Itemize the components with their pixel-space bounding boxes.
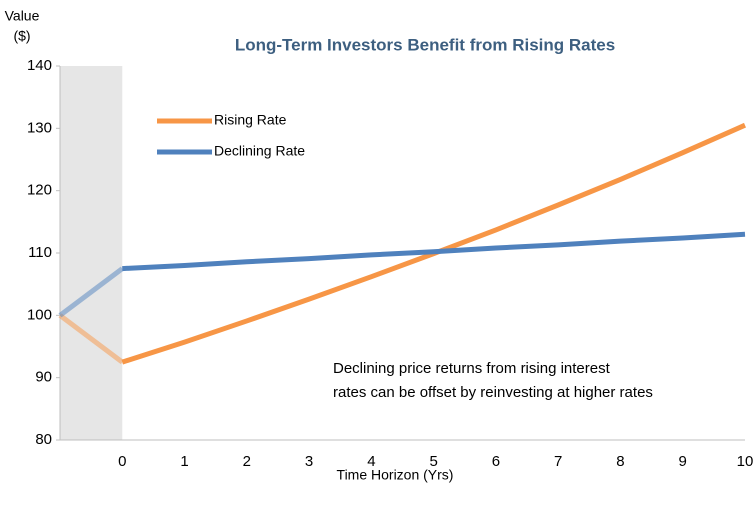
series-line bbox=[121, 122, 747, 365]
shaded-region bbox=[60, 66, 123, 440]
x-tick-label: 4 bbox=[367, 453, 375, 470]
x-axis-label: Time Horizon (Yrs) bbox=[337, 467, 454, 483]
y-tick-label: 130 bbox=[27, 119, 52, 136]
legend-label: Rising Rate bbox=[214, 112, 287, 128]
series-line bbox=[122, 231, 746, 272]
annotation: rates can be offset by reinvesting at hi… bbox=[333, 384, 653, 401]
y-axis-label: Value bbox=[5, 8, 40, 24]
x-tick-label: 2 bbox=[243, 453, 251, 470]
y-tick-label: 90 bbox=[35, 369, 52, 386]
x-tick-label: 8 bbox=[616, 453, 624, 470]
x-tick-label: 3 bbox=[305, 453, 313, 470]
y-tick-label: 100 bbox=[27, 306, 52, 323]
x-tick-label: 0 bbox=[118, 453, 126, 470]
chart-title: Long-Term Investors Benefit from Rising … bbox=[235, 35, 615, 54]
y-tick-label: 80 bbox=[35, 431, 52, 448]
legend-label: Declining Rate bbox=[214, 143, 305, 159]
x-tick-label: 10 bbox=[737, 453, 754, 470]
x-tick-label: 5 bbox=[429, 453, 437, 470]
y-tick-label: 120 bbox=[27, 182, 52, 199]
y-tick-label: 140 bbox=[27, 57, 52, 74]
y-axis-label: ($) bbox=[13, 28, 30, 44]
x-tick-label: 6 bbox=[492, 453, 500, 470]
series-line-faded bbox=[58, 313, 124, 365]
x-tick-label: 1 bbox=[180, 453, 188, 470]
y-tick-label: 110 bbox=[28, 244, 52, 261]
x-tick-label: 7 bbox=[554, 453, 562, 470]
annotation: Declining price returns from rising inte… bbox=[333, 360, 611, 377]
x-tick-label: 9 bbox=[679, 453, 687, 470]
series-line-faded bbox=[58, 266, 124, 318]
